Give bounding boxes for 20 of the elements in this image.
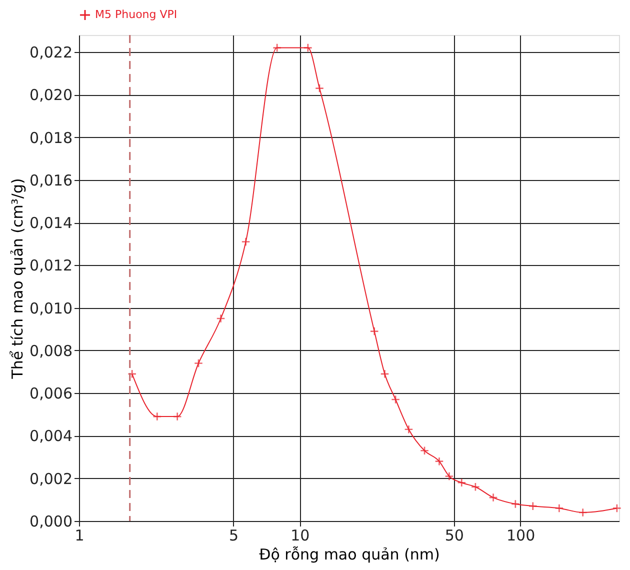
y-tick-label: 0,006 bbox=[30, 384, 72, 403]
y-tick-label: 0,012 bbox=[30, 256, 72, 275]
x-tick-label: 5 bbox=[228, 526, 239, 544]
y-tick-label: 0,014 bbox=[30, 214, 72, 232]
x-tick-label: 50 bbox=[444, 526, 464, 544]
y-axis-title: Thể tích mao quản (cm³/g) bbox=[8, 178, 27, 380]
y-tick-label: 0,010 bbox=[30, 299, 72, 318]
y-tick-label: 0,020 bbox=[30, 86, 72, 104]
y-tick-label: 0,008 bbox=[30, 342, 72, 360]
y-tick-label: 0,018 bbox=[30, 128, 72, 147]
y-tick-label: 0,022 bbox=[30, 44, 72, 62]
x-tick-label: 100 bbox=[506, 526, 536, 544]
x-axis-title: Độ rỗng mao quản (nm) bbox=[259, 546, 440, 564]
y-tick-label: 0,004 bbox=[30, 427, 72, 446]
y-tick-label: 0,002 bbox=[30, 470, 72, 488]
x-tick-label: 10 bbox=[290, 526, 310, 544]
legend-label: M5 Phuong VPI bbox=[95, 8, 178, 21]
y-tick-label: 0,000 bbox=[30, 512, 72, 530]
y-tick-label: 0,016 bbox=[30, 171, 72, 190]
x-tick-label: 1 bbox=[74, 526, 84, 544]
